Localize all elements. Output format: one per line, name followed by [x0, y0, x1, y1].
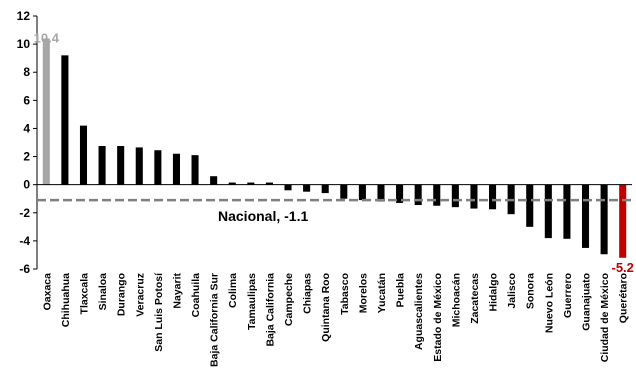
category-label: Chiapas: [302, 273, 314, 314]
data-labels: 10.4 -5.2: [34, 30, 634, 274]
bar: [321, 184, 329, 194]
bar: [451, 184, 459, 208]
category-label: Aguascalientes: [413, 273, 425, 350]
y-tick-label: 10: [17, 37, 31, 51]
y-tick-label: 8: [23, 65, 30, 79]
category-label: Veracruz: [134, 273, 146, 317]
category-label: Sonora: [525, 273, 537, 309]
bar: [526, 184, 534, 227]
category-label: Tamaulipas: [246, 273, 258, 330]
category-label: Durango: [116, 273, 128, 316]
category-label: Chihuahua: [60, 273, 72, 327]
y-tick-label: -4: [19, 234, 30, 248]
bar: [600, 184, 608, 255]
bar: [470, 184, 478, 209]
bar: [340, 184, 348, 199]
category-label: Colima: [227, 273, 239, 308]
max-value-label: 10.4: [34, 30, 60, 45]
bar: [358, 184, 366, 201]
y-tick-label: 12: [17, 9, 31, 23]
category-label: Puebla: [395, 273, 407, 308]
min-value-label: -5.2: [612, 260, 634, 275]
category-label: Guanajuato: [581, 273, 593, 331]
category-label: Morelos: [357, 273, 369, 313]
category-labels: Oaxaca Chihuahua Tlaxcala Sinaloa Durango Ver…: [41, 272, 629, 367]
category-label: Quintana Roo: [320, 273, 332, 342]
y-tick-label: -6: [19, 262, 30, 276]
category-label: Guerrero: [562, 273, 574, 318]
bar: [265, 182, 273, 185]
bar: [247, 182, 255, 185]
bar: [135, 147, 143, 185]
bar: [228, 182, 236, 185]
bar: [377, 184, 385, 202]
bar: [396, 184, 404, 203]
category-label: Querétaro: [618, 273, 630, 323]
category-label: Nuevo León: [543, 273, 555, 333]
bar: [563, 184, 571, 239]
y-tick-label: 0: [23, 178, 30, 192]
category-label: Baja California Sur: [209, 273, 221, 367]
y-axis: -6 -4 -2 0 2 4 6 8 10 12: [17, 9, 38, 276]
category-label: San Luis Potosí: [153, 272, 165, 352]
y-tick-label: 6: [23, 93, 30, 107]
category-label: Hidalgo: [488, 273, 500, 312]
category-label: Zacatecas: [469, 273, 481, 324]
bar: [619, 184, 627, 258]
category-label: Tabasco: [339, 273, 351, 315]
bar: [154, 150, 162, 185]
bar: [581, 184, 590, 248]
reference-line-label: Nacional, -1.1: [218, 208, 308, 224]
bar: [414, 184, 422, 206]
bar: [117, 146, 125, 185]
bar: [489, 184, 497, 210]
bars: [42, 38, 627, 258]
bar: [544, 184, 552, 239]
bar: [433, 184, 441, 206]
category-label: Yucatán: [376, 273, 388, 313]
category-label: Tlaxcala: [78, 273, 90, 315]
category-label: Jalisco: [506, 273, 518, 309]
category-label: Ciudad de México: [599, 273, 611, 362]
bar: [42, 38, 50, 185]
bar: [303, 184, 311, 192]
bar: [284, 184, 292, 191]
category-label: Oaxaca: [41, 273, 53, 311]
y-tick-label: 4: [23, 121, 30, 135]
category-label: Campeche: [283, 273, 295, 326]
national-reference-line: Nacional, -1.1: [37, 198, 632, 224]
bar: [61, 55, 69, 185]
bar: [79, 125, 88, 185]
category-label: Coahuila: [190, 273, 202, 317]
category-label: Estado de México: [432, 273, 444, 362]
bar: [172, 153, 180, 185]
category-label: Michoacán: [450, 273, 462, 327]
category-label: Baja California: [264, 273, 276, 347]
y-tick-label: -2: [19, 206, 30, 220]
category-label: Nayarit: [171, 273, 183, 309]
bar: [210, 176, 218, 185]
bar: [191, 155, 199, 185]
y-tick-label: 2: [23, 150, 30, 164]
category-label: Sinaloa: [97, 273, 109, 311]
bar: [98, 146, 106, 185]
